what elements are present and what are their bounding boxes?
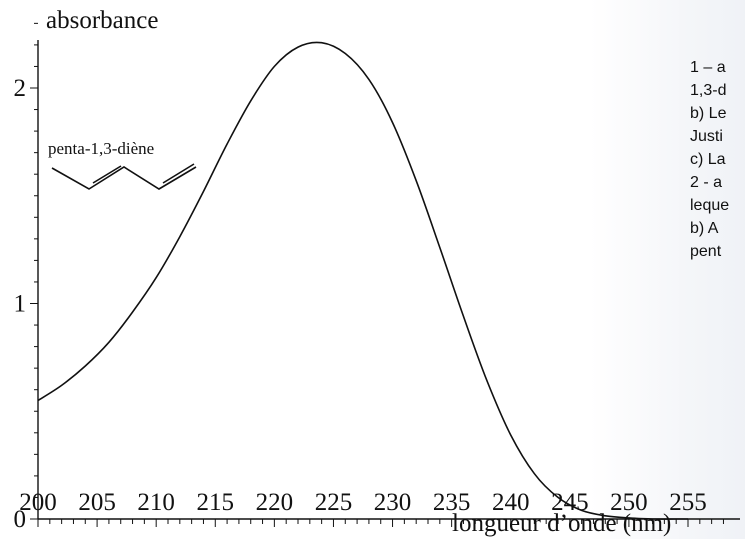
side-text-line: pent	[690, 243, 722, 260]
y-tick-label: 0	[14, 506, 27, 533]
side-text-line: b) Le	[690, 105, 727, 122]
absorbance-curve	[37, 41, 688, 520]
molecule-double-bond-2	[162, 163, 195, 184]
side-text-line: 1 – a	[690, 59, 726, 76]
x-tick-label: 250	[610, 489, 648, 516]
x-tick-label: 220	[256, 489, 294, 516]
side-text-line: 1,3-d	[690, 82, 727, 99]
x-tick-label: 235	[433, 489, 471, 516]
x-tick-label: 205	[78, 489, 116, 516]
x-tick-label: 225	[315, 489, 353, 516]
x-tick-label: 210	[137, 489, 175, 516]
x-tick-label: 255	[669, 489, 707, 516]
chart-ticks	[30, 22, 724, 527]
x-tick-label: 200	[19, 489, 57, 516]
y-axis-label: absorbance	[46, 7, 158, 34]
y-tick-label: 2	[14, 75, 27, 102]
x-tick-label: 230	[374, 489, 412, 516]
y-tick-label: 1	[14, 291, 27, 318]
x-axis-label: longueur d’onde (nm)	[452, 510, 671, 537]
molecule-skeleton-icon	[51, 166, 197, 190]
side-text-line: b) A	[690, 220, 719, 237]
x-tick-label: 240	[492, 489, 530, 516]
side-text-line: leque	[690, 197, 730, 214]
side-text-line: c) La	[690, 151, 726, 168]
side-text-line: 2 - a	[690, 174, 723, 191]
molecule-double-bond-1	[92, 165, 122, 184]
chart-axes	[37, 40, 740, 520]
molecule-name: penta-1,3-diène	[48, 139, 154, 158]
side-question-text: 1 – a 1,3-d b) Le Justi c) La 2 - a lequ…	[690, 56, 745, 263]
x-tick-label: 215	[197, 489, 235, 516]
side-text-line: Justi	[690, 128, 723, 145]
